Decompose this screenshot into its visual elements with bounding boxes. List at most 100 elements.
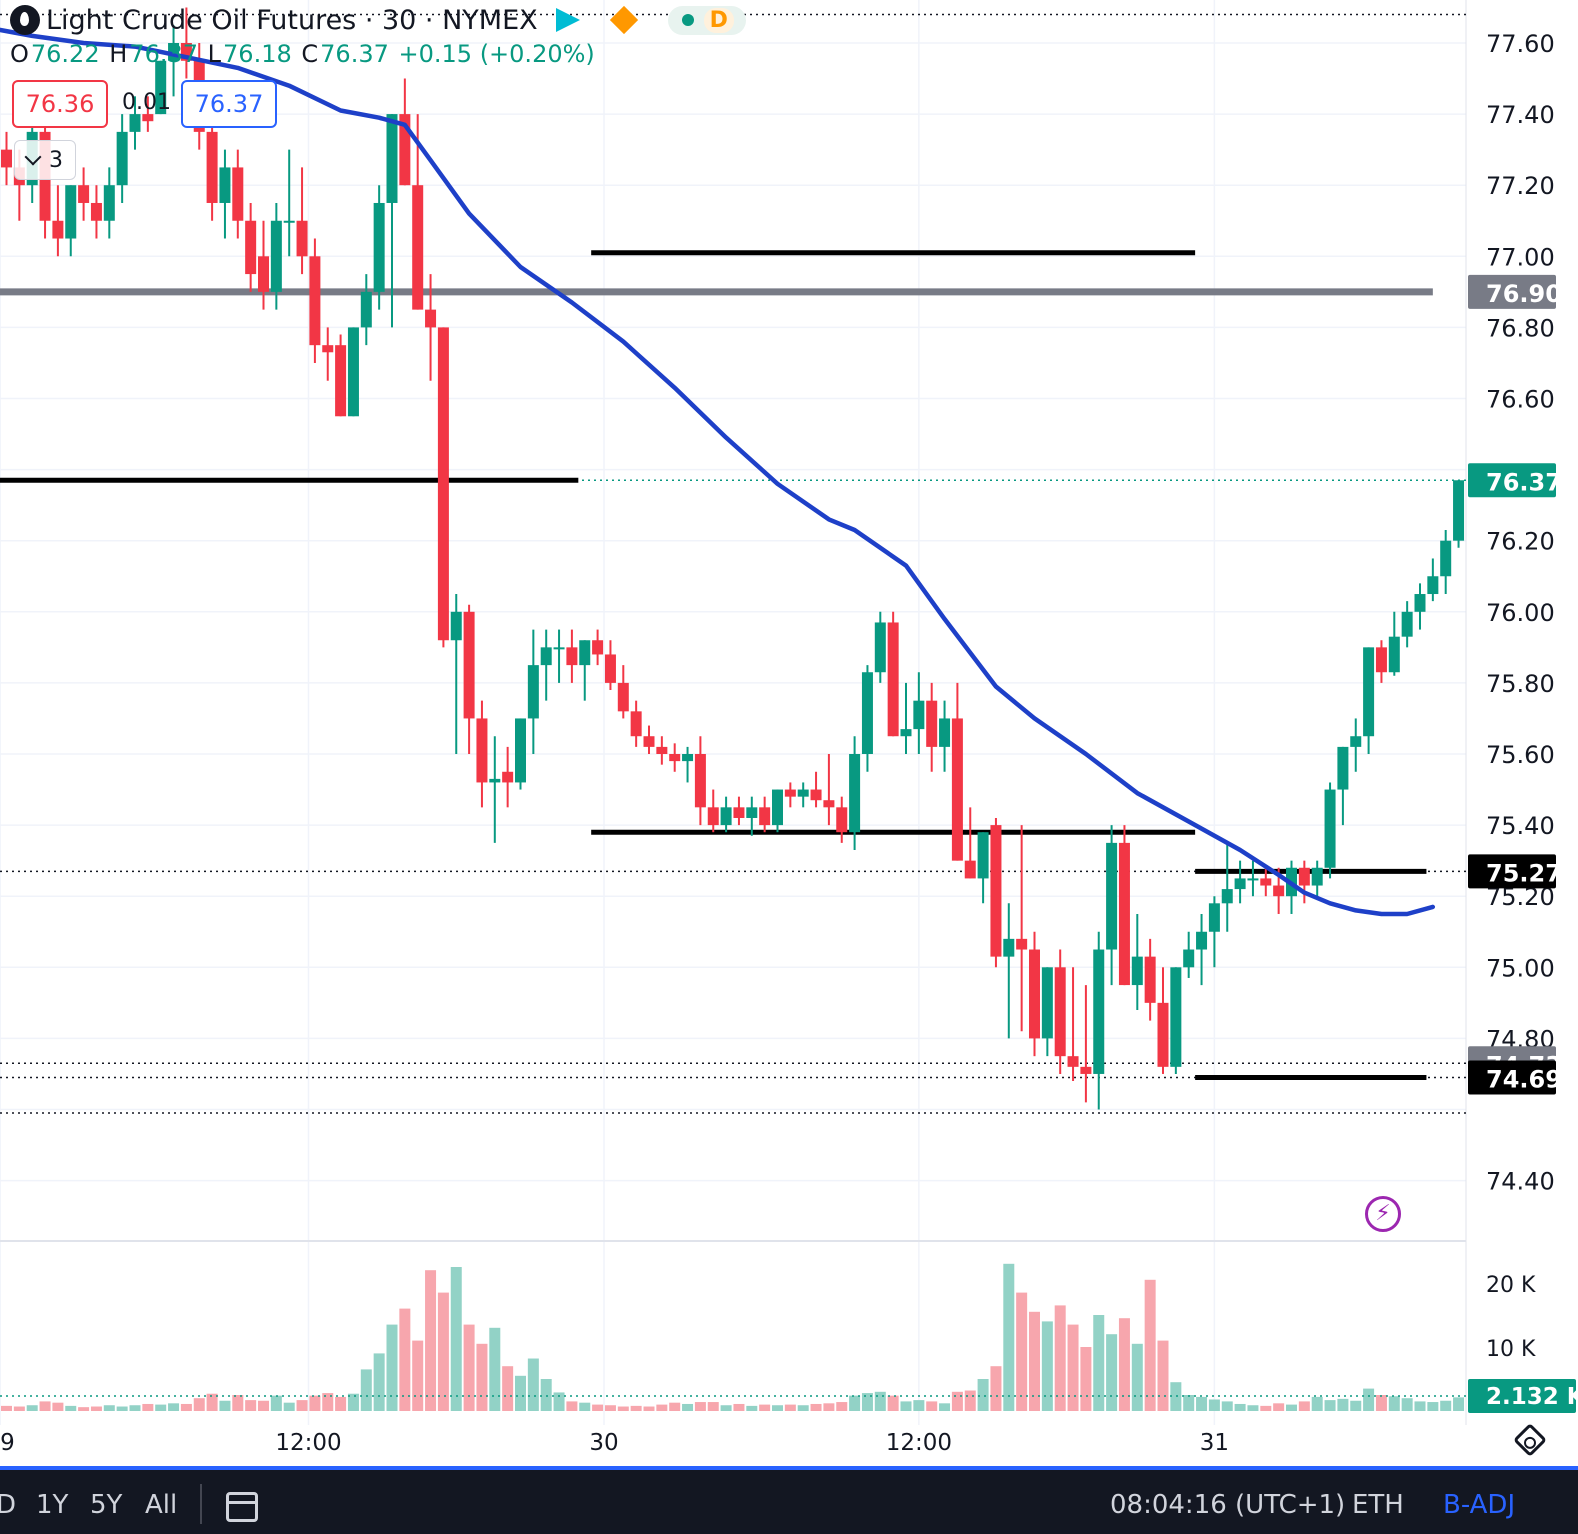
candle-body	[900, 729, 912, 737]
candle	[258, 220, 269, 310]
candle-body	[527, 665, 539, 719]
flag-icon[interactable]	[555, 8, 580, 32]
candle	[1311, 860, 1323, 897]
candle-body	[1029, 949, 1040, 1039]
open-label: O	[10, 40, 29, 68]
candle-body	[733, 807, 745, 818]
indicators-count: 3	[49, 147, 63, 173]
candle-body	[939, 718, 951, 747]
volume-tick-label: 10 K	[1486, 1337, 1536, 1362]
range-1y-button[interactable]: 1Y	[36, 1490, 69, 1520]
candle	[900, 682, 912, 754]
candle-body	[296, 220, 308, 257]
candle	[926, 682, 938, 772]
volume-bar	[270, 1395, 282, 1411]
candle-body	[1273, 885, 1285, 897]
candle-body	[1298, 867, 1310, 886]
candle-body	[797, 789, 809, 797]
candle	[849, 736, 861, 850]
candle-body	[951, 718, 963, 861]
candle-body	[1363, 647, 1375, 737]
candle	[283, 149, 295, 257]
symbol-title[interactable]: Light Crude Oil Futures · 30 · NYMEX	[46, 4, 538, 36]
market-status[interactable]: D	[667, 5, 746, 35]
candle-body	[129, 114, 141, 132]
spread-value: 0.01	[122, 90, 171, 115]
adjustment-button[interactable]: B-ADJ	[1443, 1490, 1516, 1520]
candle	[168, 25, 180, 97]
candle-body	[155, 60, 167, 115]
volume-bar	[797, 1405, 809, 1411]
x-tick-label: 30	[589, 1430, 618, 1456]
candle-body	[1375, 647, 1387, 673]
indicators-toggle[interactable]: 3	[14, 140, 76, 180]
volume-bar	[669, 1402, 681, 1411]
candle-body	[540, 647, 552, 666]
buy-button[interactable]: 76.37	[181, 80, 277, 128]
candle	[502, 746, 514, 808]
candle	[1157, 967, 1169, 1074]
y-tick-label: 76.00	[1486, 599, 1555, 627]
x-tick-label: 12:00	[886, 1430, 952, 1456]
range-d-button[interactable]: D	[0, 1490, 17, 1520]
range-5y-button[interactable]: 5Y	[90, 1490, 123, 1520]
diamond-icon[interactable]	[609, 5, 638, 35]
volume-bar	[437, 1292, 449, 1411]
lightning-icon[interactable]: ⚡	[1365, 1196, 1401, 1232]
candle-body	[1041, 967, 1053, 1039]
price-tag	[1468, 274, 1556, 309]
volume-bar	[887, 1395, 899, 1411]
candle-body	[258, 256, 269, 292]
y-tick-label: 77.60	[1486, 30, 1555, 58]
candle-body	[1337, 746, 1349, 790]
calendar-icon[interactable]	[226, 1492, 258, 1522]
volume-bar	[1196, 1396, 1208, 1411]
candle	[52, 185, 64, 257]
candle	[425, 274, 437, 381]
volume-bar	[1118, 1318, 1130, 1411]
candle	[1, 131, 12, 186]
volume-bar	[977, 1379, 989, 1411]
volume-bar	[116, 1406, 128, 1411]
volume-bar	[1311, 1396, 1323, 1411]
candle	[1118, 825, 1130, 986]
candle-body	[772, 789, 783, 826]
clock-readout[interactable]: 08:04:16 (UTC+1)	[1110, 1490, 1346, 1520]
volume-bar	[823, 1403, 835, 1411]
change-value: +0.15 (+0.20%)	[398, 40, 595, 68]
candle-body	[1234, 878, 1246, 890]
volume-bar	[1080, 1347, 1092, 1411]
price-tag	[1468, 854, 1556, 889]
candle	[617, 665, 629, 719]
candle-body	[219, 167, 231, 203]
volume-bar	[373, 1353, 385, 1411]
sell-button[interactable]: 76.36	[12, 80, 108, 128]
volume-bar	[1131, 1343, 1143, 1411]
candle	[1234, 860, 1246, 904]
volume-bar	[335, 1396, 347, 1411]
candle	[309, 238, 321, 363]
candle-body	[759, 807, 771, 826]
y-tick-label: 74.40	[1486, 1168, 1555, 1196]
candle-body	[116, 131, 128, 186]
range-all-button[interactable]: All	[145, 1490, 178, 1520]
volume-bar	[1106, 1334, 1118, 1411]
volume-bar	[142, 1403, 154, 1411]
candle	[1196, 913, 1208, 986]
candle-body	[913, 700, 925, 730]
candle	[1388, 611, 1400, 676]
symbol-legend[interactable]: Light Crude Oil Futures · 30 · NYMEX D	[0, 0, 746, 40]
session-button[interactable]: ETH	[1352, 1490, 1404, 1520]
y-tick-label: 76.20	[1486, 528, 1555, 556]
volume-tag-label: 2.132 K	[1486, 1384, 1578, 1410]
candle	[707, 789, 719, 833]
candle	[489, 736, 501, 843]
candle-body	[887, 622, 899, 737]
candle	[399, 78, 411, 186]
price-tag	[1468, 1060, 1556, 1095]
candle	[566, 629, 578, 683]
candle-body	[1016, 938, 1028, 950]
volume-bar	[90, 1406, 102, 1411]
volume-bar	[1, 1405, 12, 1411]
